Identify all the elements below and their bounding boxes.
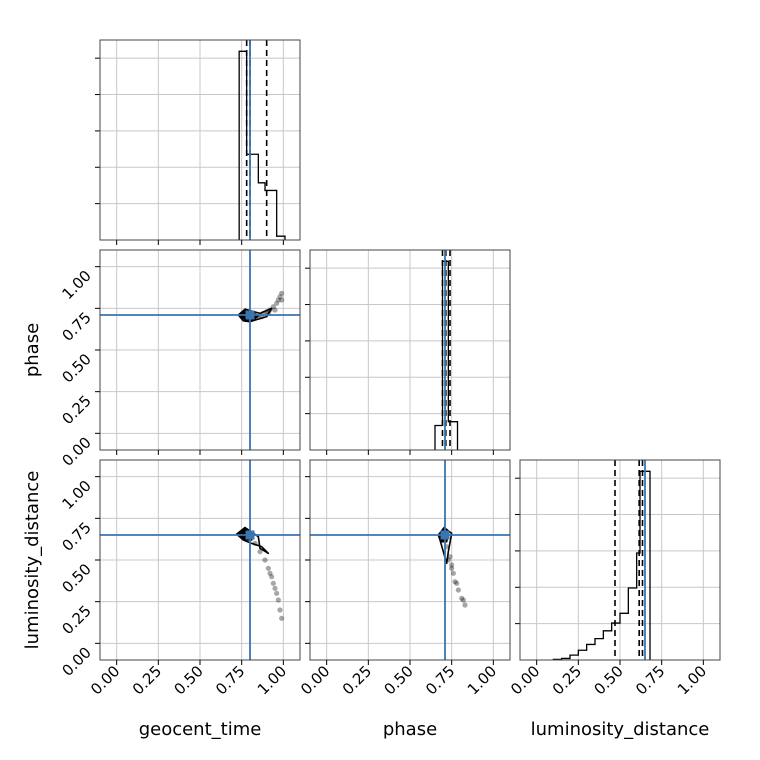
sample-point-5 [452,579,458,585]
x-tick-label: 1.00 [674,662,710,698]
sample-point-12 [270,580,276,586]
sample-point-7 [272,585,278,591]
sample-point-4 [262,557,268,563]
panel-phase-vs-phase [305,249,511,455]
x-axis-title-geocent_time: geocent_time [139,719,262,740]
sample-point-9 [277,607,283,613]
y-tick-label: 0.50 [58,560,94,596]
y-tick-label: 1.00 [58,477,94,513]
x-tick-label: 1.00 [464,662,500,698]
histogram-geocent_time [238,50,286,240]
panel-luminosity_distance-vs-geocent_time: 0.00 0.25 0.50 0.75 1.000.000.250.500.751.00 [58,459,301,698]
x-tick-label: 0.00 [297,662,333,698]
sample-point-11 [279,290,285,296]
x-tick-label: 0.75 [212,662,248,698]
sample-point-6 [269,574,275,580]
x-tick-label: 0.50 [380,662,416,698]
sample-point-10 [454,580,460,586]
sample-point-7 [459,595,465,601]
truth-marker [245,530,255,540]
sample-point-11 [274,590,280,596]
sample-point-3 [449,562,455,568]
sample-point-13 [267,570,273,576]
sample-point-10 [279,615,285,621]
y-tick-label: 0.75 [58,308,94,344]
x-tick-label: 0.25 [549,662,585,698]
y-axis-title-luminosity_distance: luminosity_distance [22,471,43,650]
sample-point-6 [455,587,461,593]
truth-marker [440,530,450,540]
y-tick-label: 0.00 [58,433,94,469]
y-tick-label: 0.75 [58,518,94,554]
y-axis-title-phase: phase [22,323,43,377]
histogram-luminosity_distance [552,470,651,661]
sample-point-2 [447,554,453,560]
sample-point-10 [277,294,283,300]
y-tick-label: 0.00 [58,643,94,679]
x-tick-label: 0.00 [87,662,123,698]
sample-point-8 [275,597,281,603]
y-tick-label: 0.25 [58,602,94,638]
x-tick-label: 0.75 [422,662,458,698]
x-tick-label: 1.00 [254,662,290,698]
x-tick-label: 0.00 [507,662,543,698]
x-tick-label: 0.25 [129,662,165,698]
x-tick-label: 0.50 [170,662,206,698]
sample-point-9 [275,297,281,303]
x-axis-title-luminosity_distance: luminosity_distance [531,719,710,740]
sample-point-8 [462,602,468,608]
sample-point-3 [257,549,263,555]
sample-point-5 [265,565,271,571]
sample-point-13 [272,307,278,313]
x-tick-label: 0.25 [339,662,375,698]
x-tick-label: 0.50 [590,662,626,698]
panel-phase-vs-geocent_time: 0.00 0.25 0.50 0.75 1.00 [58,249,301,470]
truth-marker [245,310,255,320]
panel-luminosity_distance-vs-phase: 0.00 0.25 0.50 0.75 1.00 [297,459,511,698]
x-axis-title-phase: phase [383,719,437,740]
y-tick-label: 0.50 [58,350,94,386]
sample-point-12 [279,297,285,303]
sample-point-11 [449,565,455,571]
panel-geocent_time-vs-geocent_time [95,39,301,245]
y-tick-label: 1.00 [58,267,94,303]
y-tick-label: 0.25 [58,392,94,428]
contour-1 [237,307,273,323]
sample-point-4 [450,570,456,576]
sample-point-9 [460,597,466,603]
sample-point-8 [274,300,280,306]
x-tick-label: 0.75 [632,662,668,698]
panel-luminosity_distance-vs-luminosity_distance: 0.00 0.25 0.50 0.75 1.00 [507,459,721,698]
